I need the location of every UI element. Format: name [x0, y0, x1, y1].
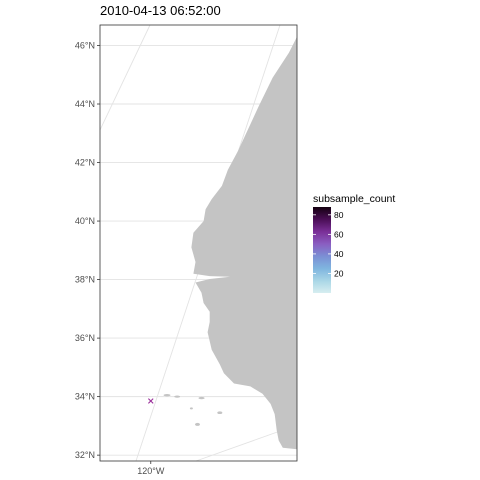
legend-ticks: 20 40 60 80 [313, 210, 344, 278]
y-tick-label: 32°N [75, 450, 95, 460]
legend-tick-label: 60 [334, 229, 344, 239]
island [174, 395, 181, 398]
island [163, 393, 171, 397]
data-point [147, 398, 154, 404]
grid-line-lon [99, 24, 151, 131]
legend-colorbar [313, 207, 331, 293]
axis-ticks: 32°N 34°N 36°N 38°N 40°N 42°N 44°N 46°N 120°W [75, 40, 165, 476]
island [198, 396, 205, 400]
y-tick-label: 38°N [75, 275, 95, 285]
island [189, 407, 193, 410]
island [217, 411, 223, 415]
data-point-stroke [147, 398, 154, 404]
y-tick-label: 36°N [75, 333, 95, 343]
y-tick-label: 42°N [75, 158, 95, 168]
x-tick-label: 120°W [137, 466, 165, 476]
legend: subsample_count 20 40 60 80 [313, 193, 395, 293]
channel-islands [163, 393, 223, 426]
land-mass [191, 25, 297, 461]
island [194, 422, 200, 426]
y-tick-label: 46°N [75, 40, 95, 50]
y-tick-label: 34°N [75, 392, 95, 402]
plot-frame [99, 24, 298, 462]
legend-tick-label: 40 [334, 249, 344, 259]
y-tick-label: 44°N [75, 99, 95, 109]
y-tick-label: 40°N [75, 216, 95, 226]
legend-tick-label: 20 [334, 268, 344, 278]
legend-title: subsample_count [313, 193, 395, 205]
chart-title: 2010-04-13 06:52:00 [100, 3, 221, 18]
legend-tick-label: 80 [334, 210, 344, 220]
data-points [147, 398, 154, 404]
